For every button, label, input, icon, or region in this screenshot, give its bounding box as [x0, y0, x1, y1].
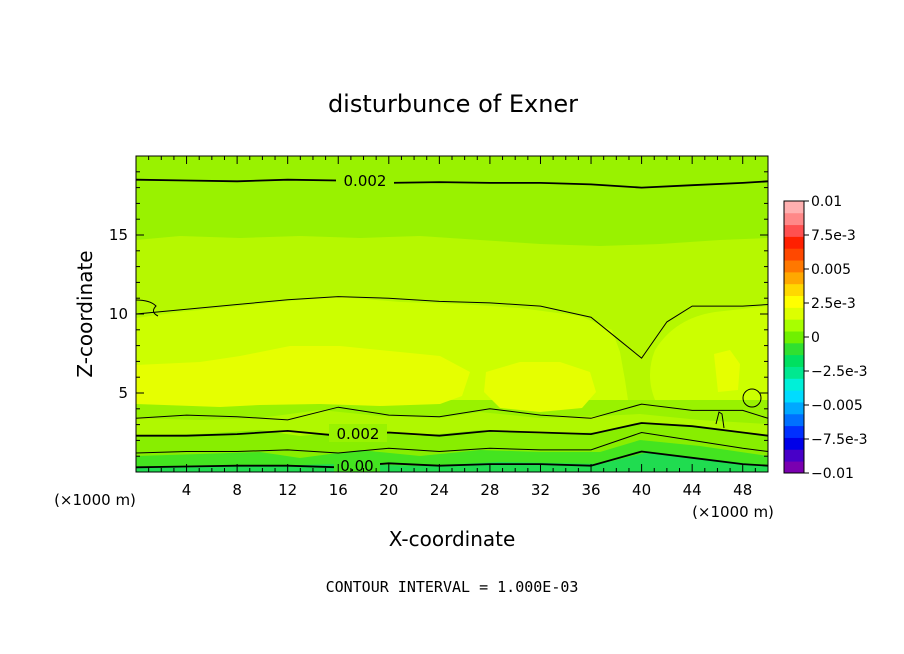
contour-line — [136, 296, 768, 359]
contour-line — [136, 422, 768, 437]
field-band-hot-2 — [484, 362, 596, 412]
colorbar-swatch — [784, 307, 804, 320]
contour-lines — [136, 178, 768, 469]
x-tick-label: 16 — [329, 481, 348, 499]
colorbar-swatch — [784, 413, 804, 427]
colorbar-label: 7.5e-3 — [811, 228, 856, 244]
contour-line — [136, 178, 768, 189]
y-tick-label: 10 — [109, 305, 128, 323]
x-tick-label: 8 — [232, 481, 242, 499]
contour-line — [136, 431, 768, 454]
y-tick-label: 15 — [109, 226, 128, 244]
x-axis-ticks: 4 8 12 16 20 24 28 32 36 40 44 48 — [148, 156, 756, 499]
colorbar-label: −0.01 — [811, 466, 854, 482]
y-axis-label: Z-coordinate — [73, 250, 97, 377]
colorbar-swatch — [784, 402, 804, 415]
x-unit-left: (×1000 m) — [54, 491, 136, 509]
contour-line — [136, 403, 768, 421]
contour-left-edge-loop — [135, 299, 159, 317]
chart-title: disturbunce of Exner — [328, 90, 578, 118]
contour-closed-features — [135, 299, 762, 429]
x-tick-label: 4 — [182, 481, 192, 499]
colorbar-swatch — [784, 437, 804, 450]
x-tick-label: 12 — [278, 481, 297, 499]
contour-line — [136, 450, 768, 469]
y-tick-label: 5 — [118, 384, 128, 402]
contour-small-loop — [742, 388, 762, 408]
x-tick-label: 20 — [379, 481, 398, 499]
colorbar-label: 0.01 — [811, 194, 842, 210]
colorbar-label: −2.5e-3 — [811, 364, 868, 380]
colorbar-swatch — [784, 271, 804, 285]
colorbar-label: 0 — [811, 330, 820, 346]
contour-label-mid: 0.002 — [337, 425, 380, 443]
field-band-hot — [136, 346, 470, 407]
x-tick-label: 48 — [733, 481, 752, 499]
colorbar-label: 2.5e-3 — [811, 296, 856, 312]
colorbar-labels: 0.01 7.5e-3 0.005 2.5e-3 0 −2.5e-3 −0.005 −7.5e… — [804, 194, 868, 482]
contour-label-top: 0.002 — [344, 172, 387, 190]
colorbar-swatch — [784, 366, 804, 379]
x-axis-label: X-coordinate — [389, 527, 516, 551]
colorbar-swatch — [784, 212, 804, 226]
colorbar-swatch — [784, 236, 804, 249]
colorbar-swatch — [784, 224, 804, 237]
contour-label-group: 0.002 0.002 0.00 — [329, 171, 394, 475]
x-unit-right: (×1000 m) — [692, 503, 774, 521]
y-axis-ticks: 5 10 15 — [109, 171, 768, 457]
x-tick-label: 28 — [480, 481, 499, 499]
x-tick-label: 36 — [581, 481, 600, 499]
colorbar-label: 0.005 — [811, 262, 851, 278]
field-band-hot-3 — [714, 350, 740, 392]
colorbar-label: −7.5e-3 — [811, 432, 868, 448]
colorbar-swatch — [784, 449, 804, 462]
colorbar-swatch — [784, 201, 804, 214]
colorbar-swatch — [784, 354, 804, 367]
colorbar-swatch — [784, 248, 804, 261]
contour-spike — [715, 411, 725, 429]
colorbar-swatch — [784, 390, 804, 403]
colorbar-swatch — [784, 295, 804, 308]
colorbar-label: −0.005 — [811, 398, 863, 414]
colorbar — [784, 201, 804, 474]
colorbar-swatch — [784, 342, 804, 356]
filled-contour-field — [136, 156, 768, 472]
colorbar-swatch — [784, 319, 804, 332]
x-tick-label: 44 — [683, 481, 702, 499]
colorbar-swatch — [784, 461, 804, 474]
colorbar-swatch — [784, 425, 804, 438]
contour-label-bottom: 0.00 — [340, 457, 373, 475]
contour-interval-note: CONTOUR INTERVAL = 1.000E-03 — [326, 578, 579, 596]
colorbar-swatch — [784, 283, 804, 297]
x-tick-label: 24 — [430, 481, 449, 499]
colorbar-swatch — [784, 331, 804, 344]
x-tick-label: 40 — [632, 481, 651, 499]
x-tick-label: 32 — [531, 481, 550, 499]
colorbar-swatch — [784, 378, 804, 391]
colorbar-swatch — [784, 260, 804, 273]
field-band-ground — [136, 452, 768, 472]
